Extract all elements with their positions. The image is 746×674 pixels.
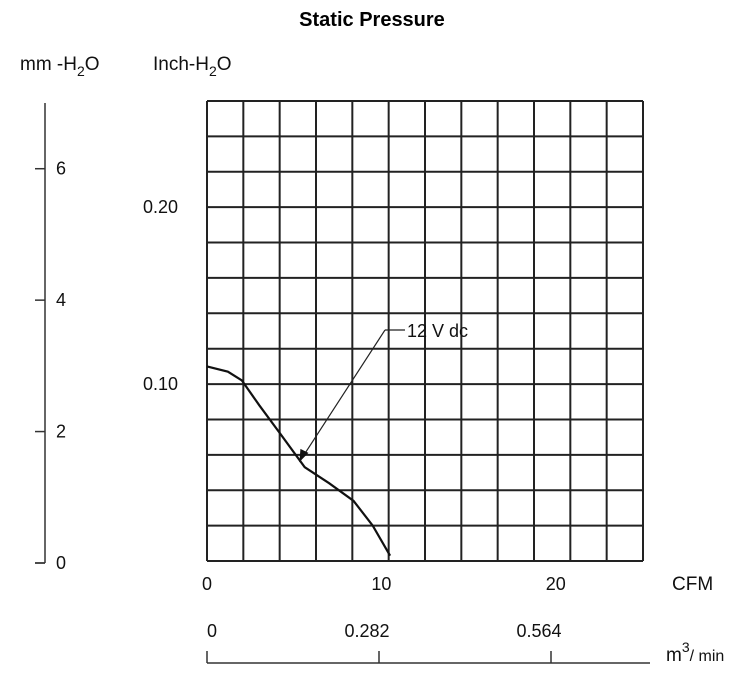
inch-tick-label: 0.20: [143, 197, 178, 217]
x2-axis-label: m3/ min: [666, 639, 724, 666]
x2-axis-label-m: m: [666, 645, 682, 666]
left-axis-tick-label: 0: [56, 553, 66, 573]
x2-axis-label-sup: 3: [682, 639, 690, 655]
x2-axis-label-rest: / min: [690, 648, 725, 665]
chart-title: Static Pressure: [299, 9, 445, 31]
m3-axis: 0 0.282 0.564: [206, 621, 650, 664]
left-axis-label-sub: 2: [77, 63, 85, 79]
left-axis-tick-label: 4: [56, 290, 66, 310]
annotation-arrowhead: [299, 448, 309, 462]
left-axis-tick-label: 2: [56, 422, 66, 442]
x-axis-label: CFM: [672, 574, 713, 595]
series-layer: 12 V dc: [206, 321, 468, 557]
inch-axis-ticks: 0.10 0.20: [143, 197, 178, 394]
m3-tick-label: 0: [207, 621, 217, 641]
cfm-tick-label: 10: [371, 574, 391, 594]
right-axis-label: Inch-H2O: [153, 54, 232, 79]
right-axis-label-o: O: [217, 54, 232, 75]
left-mm-axis: 0 2 4 6: [35, 103, 66, 573]
m3-tick-label: 0.564: [516, 621, 561, 641]
left-axis-label-mm: mm -H: [20, 54, 77, 75]
left-axis-tick-label: 6: [56, 159, 66, 179]
series-line-12vdc: [206, 365, 392, 557]
annotation-leader: [298, 329, 386, 463]
cfm-tick-label: 20: [546, 574, 566, 594]
right-axis-label-sub: 2: [209, 63, 217, 79]
cfm-tick-label: 0: [202, 574, 212, 594]
left-axis-label-o: O: [85, 54, 100, 75]
right-axis-label-inch: Inch-H: [153, 54, 209, 75]
inch-tick-label: 0.10: [143, 374, 178, 394]
annotation-label: 12 V dc: [407, 321, 468, 341]
m3-tick-label: 0.282: [344, 621, 389, 641]
cfm-axis-ticks: 0 10 20: [202, 574, 566, 594]
chart-grid: [206, 100, 644, 562]
left-axis-label: mm -H2O: [20, 54, 100, 79]
